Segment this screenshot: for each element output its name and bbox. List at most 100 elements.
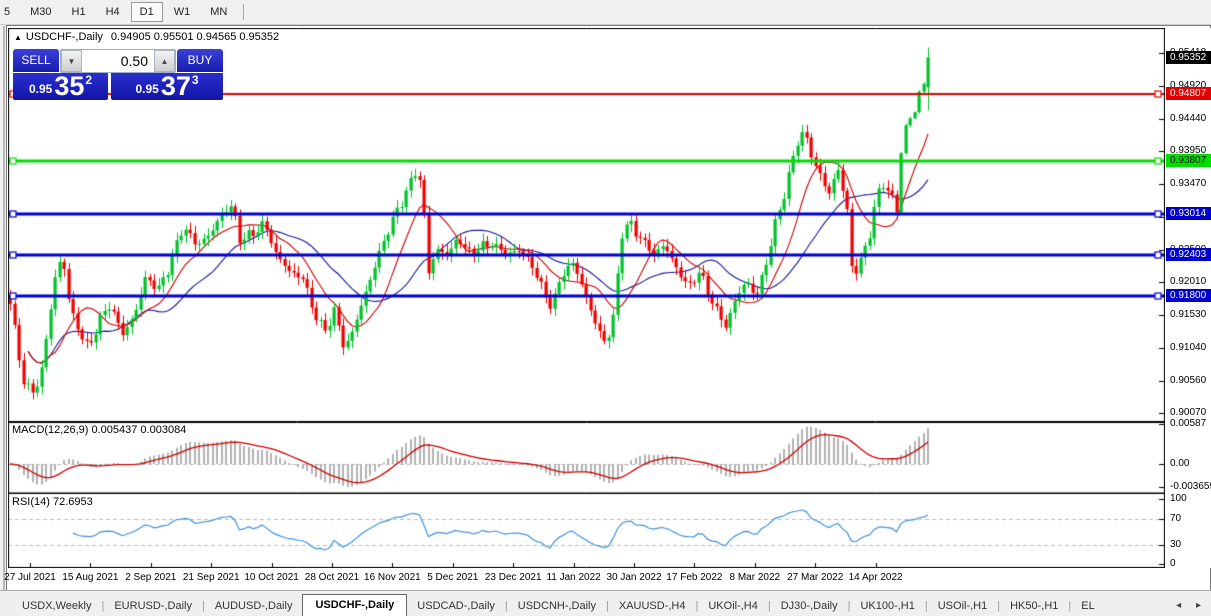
chart-tab-usdcnh-daily[interactable]: USDCNH-,Daily <box>517 600 597 612</box>
tab-separator: | <box>504 600 508 612</box>
date-axis-label: 2 Sep 2021 <box>125 572 177 583</box>
price-badge: 0.93807 <box>1166 154 1211 167</box>
rsi-axis-label: 100 <box>1170 493 1187 504</box>
chart-tab-eurusd-daily[interactable]: EURUSD-,Daily <box>114 600 192 612</box>
volume-increase-button[interactable]: ▲ <box>154 50 175 72</box>
chart-tab-usdchf-daily[interactable]: USDCHF-,Daily <box>302 594 408 616</box>
timeframe-button-d1[interactable]: D1 <box>130 2 163 22</box>
collapse-panel-icon[interactable]: ▲ <box>14 33 22 42</box>
chart-tab-bar: USDX,Weekly | EURUSD-,Daily | AUDUSD-,Daily U… <box>0 590 1211 616</box>
tab-scroll-arrows[interactable]: ◂ ▸ <box>1176 600 1207 611</box>
price-axis-label: 0.91040 <box>1170 342 1207 353</box>
chart-tab-el[interactable]: EL <box>1081 600 1095 612</box>
macd-axis-label: 0.00587 <box>1170 418 1207 429</box>
price-axis-label: 0.94440 <box>1170 113 1207 124</box>
date-axis-label: 21 Sep 2021 <box>182 572 240 583</box>
price-axis-label: 0.92010 <box>1170 276 1207 287</box>
date-axis-label: 10 Oct 2021 <box>244 572 299 583</box>
chart-tab-xauusd-h4[interactable]: XAUUSD-,H4 <box>618 600 686 612</box>
one-click-trading-panel: SELL ▼ ▲ BUY 0.95 35 2 0.95 37 3 <box>13 49 223 100</box>
chart-symbol-period: USDCHF-,Daily <box>25 31 103 43</box>
date-axis-label: 27 Mar 2022 <box>787 572 844 583</box>
date-axis-label: 11 Jan 2022 <box>546 572 601 583</box>
price-axis-label: 0.93470 <box>1170 178 1207 189</box>
tab-separator: | <box>606 600 609 612</box>
volume-input[interactable] <box>82 50 154 72</box>
sell-price-button[interactable]: 0.95 35 2 <box>13 73 108 100</box>
sell-price-big: 35 <box>54 71 85 101</box>
date-axis: 27 Jul 2021 15 Aug 2021 2 Sep 2021 21 Sep 2… <box>4 569 1165 588</box>
date-axis-label: 15 Aug 2021 <box>62 572 119 583</box>
tab-separator: | <box>997 600 1001 612</box>
date-axis-label: 27 Jul 2021 <box>4 572 56 583</box>
sell-button[interactable]: SELL <box>13 49 59 73</box>
tab-separator: | <box>101 600 105 612</box>
timeframe-toolbar: 5 M30 H1 H4 D1 W1 MN <box>0 0 1211 25</box>
timeframe-button-mn[interactable]: MN <box>210 6 228 18</box>
price-axis-label: 0.93950 <box>1170 145 1207 156</box>
date-axis-label: 16 Nov 2021 <box>364 572 421 583</box>
price-axis-label: 0.94920 <box>1170 80 1207 91</box>
rsi-axis-label: 30 <box>1170 539 1182 550</box>
tab-separator: | <box>201 600 205 612</box>
buy-price-big: 37 <box>160 71 191 101</box>
date-axis-label: 14 Apr 2022 <box>848 572 903 583</box>
buy-price-button[interactable]: 0.95 37 3 <box>111 73 223 100</box>
volume-stepper: ▼ ▲ <box>60 49 176 73</box>
date-axis-label: 5 Dec 2021 <box>427 572 479 583</box>
tab-separator: | <box>767 600 771 612</box>
tab-separator: | <box>695 600 699 612</box>
buy-price-sup: 3 <box>191 73 199 87</box>
price-chart-canvas[interactable] <box>8 28 1165 568</box>
buy-button[interactable]: BUY <box>177 49 223 73</box>
chart-tab-usoil-h1[interactable]: USOil-,H1 <box>937 600 988 612</box>
price-badge: 0.93014 <box>1166 207 1211 220</box>
buy-price-prefix: 0.95 <box>135 82 159 96</box>
price-badge: 0.92403 <box>1166 248 1211 261</box>
macd-name: MACD(12,26,9) <box>12 424 89 436</box>
chevron-up-icon: ▲ <box>160 57 169 66</box>
tab-separator: | <box>847 600 851 612</box>
price-badge: 0.94807 <box>1166 87 1211 100</box>
date-axis-label: 30 Jan 2022 <box>606 572 662 583</box>
chart-tab-dj30-daily[interactable]: DJ30-,Daily <box>780 600 838 612</box>
tab-separator: | <box>1068 600 1072 612</box>
toolbar-separator <box>243 4 245 20</box>
chart-tab-ukoil-h4[interactable]: UKOil-,H4 <box>708 600 758 612</box>
chevron-down-icon: ▼ <box>67 57 76 66</box>
chart-tab-hk50-h1[interactable]: HK50-,H1 <box>1010 600 1059 612</box>
volume-decrease-button[interactable]: ▼ <box>61 50 82 72</box>
rsi-axis-label: 70 <box>1170 513 1182 524</box>
timeframe-button-h4[interactable]: H4 <box>105 6 120 18</box>
price-badge: 0.91800 <box>1166 289 1211 302</box>
sell-price-sup: 2 <box>85 73 93 87</box>
timeframe-button-5[interactable]: 5 <box>4 6 11 18</box>
rsi-name: RSI(14) <box>12 496 50 508</box>
chart-title: ▲ USDCHF-,Daily 0.94905 0.95501 0.94565 0.… <box>14 31 279 43</box>
chart-tab-usdx-weekly[interactable]: USDX,Weekly <box>22 600 92 612</box>
timeframe-button-m30[interactable]: M30 <box>30 6 52 18</box>
rsi-indicator-label: RSI(14) 72.6953 <box>12 496 93 508</box>
sell-price-prefix: 0.95 <box>28 82 53 96</box>
price-axis-label: 0.90070 <box>1170 407 1207 418</box>
rsi-value: 72.6953 <box>52 496 93 508</box>
timeframe-button-w1[interactable]: W1 <box>173 6 191 18</box>
macd-axis-label: -0.003659 <box>1170 481 1211 492</box>
date-axis-label: 8 Mar 2022 <box>729 572 781 583</box>
chart-tab-uk100-h1[interactable]: UK100-,H1 <box>860 600 915 612</box>
chart-tab-usdcad-daily[interactable]: USDCAD-,Daily <box>417 600 495 612</box>
chart-ohlc-values: 0.94905 0.95501 0.94565 0.95352 <box>110 31 280 43</box>
macd-indicator-label: MACD(12,26,9) 0.005437 0.003084 <box>12 424 186 436</box>
rsi-axis-label: 0 <box>1170 558 1176 569</box>
macd-axis-label: 0.00 <box>1170 458 1190 469</box>
macd-values: 0.005437 0.003084 <box>91 424 187 436</box>
date-axis-label: 23 Dec 2021 <box>484 572 542 583</box>
price-axis-label: 0.90560 <box>1170 375 1207 386</box>
chart-tab-audusd-daily[interactable]: AUDUSD-,Daily <box>214 600 293 612</box>
tab-separator: | <box>924 600 928 612</box>
date-axis-label: 28 Oct 2021 <box>304 572 360 583</box>
timeframe-button-h1[interactable]: H1 <box>71 6 86 18</box>
price-axis-label: 0.91530 <box>1170 309 1207 320</box>
price-badge: 0.95352 <box>1166 51 1211 64</box>
